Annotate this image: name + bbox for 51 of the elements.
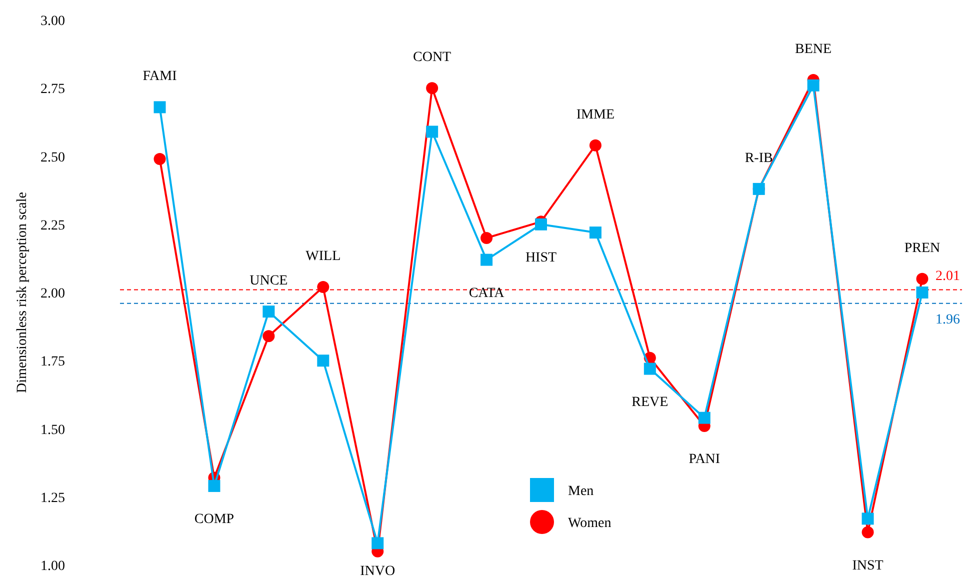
x-tick-label: WILL xyxy=(306,249,341,264)
ref-line-label: 2.01 xyxy=(936,268,960,284)
legend-label: Women xyxy=(568,516,612,531)
x-tick-label: HIST xyxy=(525,250,557,266)
x-tick-label: COMP xyxy=(194,512,234,527)
point xyxy=(862,526,874,538)
point xyxy=(426,126,438,138)
x-tick-label: REVE xyxy=(632,394,668,410)
point xyxy=(262,306,275,318)
point xyxy=(480,254,493,266)
x-tick-label: INST xyxy=(852,558,884,574)
y-tick-label: 1.75 xyxy=(40,354,65,370)
x-tick-label: PANI xyxy=(688,452,720,468)
point xyxy=(589,226,602,239)
point xyxy=(916,286,928,298)
point xyxy=(372,537,384,550)
point xyxy=(154,152,166,165)
point xyxy=(862,512,874,525)
point xyxy=(807,79,820,92)
legend-label: Men xyxy=(568,484,594,499)
y-tick-label: 2.00 xyxy=(40,286,65,302)
point xyxy=(262,330,275,342)
x-tick-label: BENE xyxy=(795,42,832,57)
point xyxy=(317,281,330,294)
point xyxy=(317,354,330,367)
y-tick-label: 2.25 xyxy=(40,218,65,234)
x-tick-label: FAMI xyxy=(142,69,178,84)
ref-line-label: 1.96 xyxy=(936,312,960,328)
y-tick-label: 3.00 xyxy=(40,14,65,29)
y-tick-label: 1.00 xyxy=(40,559,65,574)
x-tick-label: PREN xyxy=(904,240,940,256)
x-tick-label: UNCE xyxy=(250,274,288,289)
point xyxy=(208,480,220,492)
point xyxy=(535,218,547,230)
y-tick-label: 2.50 xyxy=(40,150,65,166)
x-tick-label: CATA xyxy=(468,286,506,301)
point xyxy=(644,362,656,375)
y-tick-label: 1.25 xyxy=(40,490,65,506)
x-tick-label: R-IB xyxy=(744,150,773,166)
point xyxy=(154,101,166,114)
x-tick-label: IMME xyxy=(576,107,615,122)
point xyxy=(916,272,928,285)
point xyxy=(480,232,493,244)
y-tick-label: 2.75 xyxy=(40,82,65,98)
point xyxy=(698,412,710,424)
y-tick-label: 1.50 xyxy=(40,422,65,438)
x-tick-label: CONT xyxy=(413,50,452,66)
point xyxy=(426,82,438,94)
y-axis-title: Dimensionless risk perception scale xyxy=(15,192,30,394)
x-tick-label: INVO xyxy=(360,564,396,579)
point xyxy=(589,139,602,152)
